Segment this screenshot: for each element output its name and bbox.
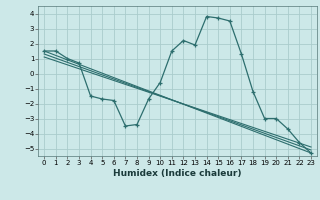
- X-axis label: Humidex (Indice chaleur): Humidex (Indice chaleur): [113, 169, 242, 178]
